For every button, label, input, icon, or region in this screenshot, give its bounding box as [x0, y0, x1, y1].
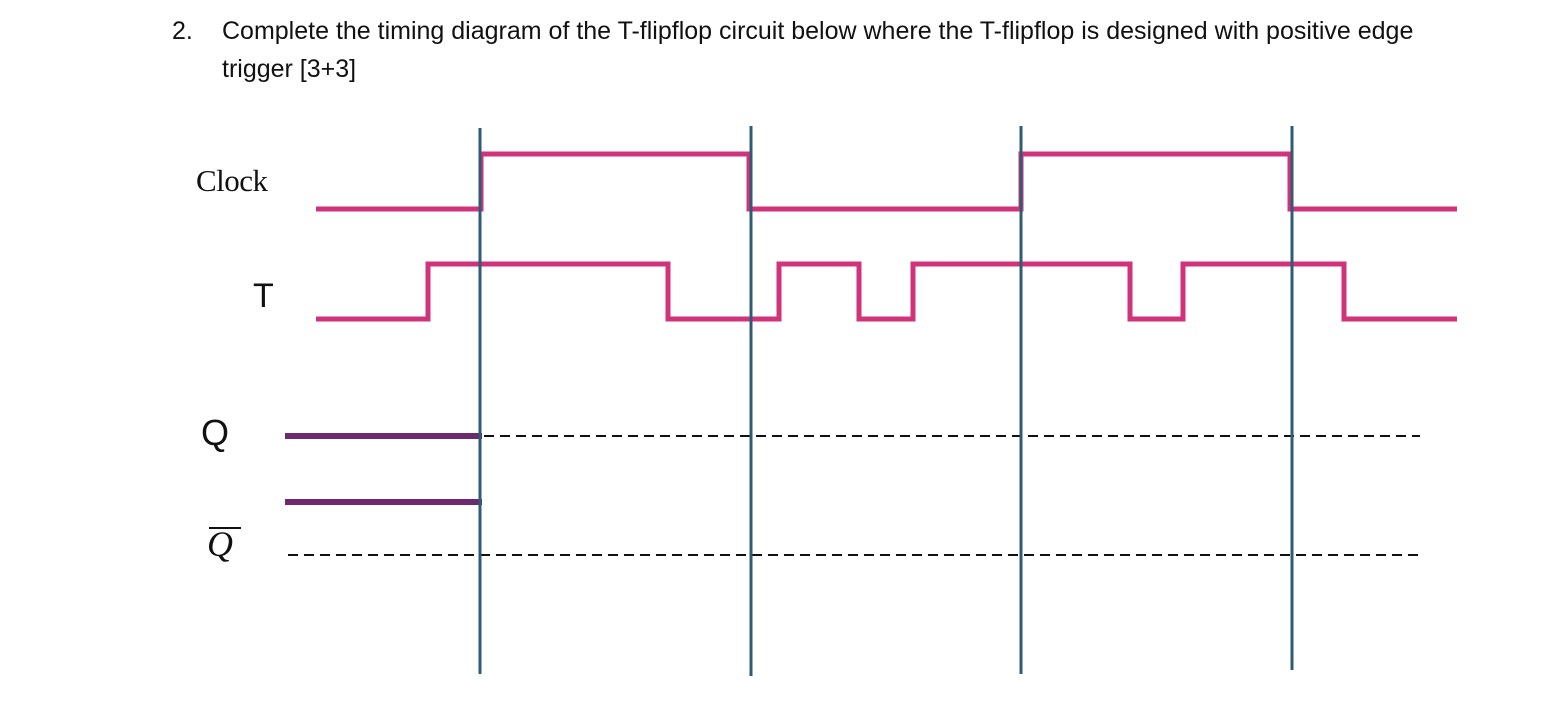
t-label: T: [253, 277, 274, 315]
question-text: Complete the timing diagram of the T-fli…: [222, 17, 1414, 83]
q-label: Q: [201, 412, 230, 453]
clock-waveform: [316, 151, 1457, 212]
q-bar-label: Q: [207, 524, 233, 564]
clock-label: Clock: [196, 163, 268, 198]
waveforms: [285, 151, 1457, 505]
question-number: 2.: [172, 17, 193, 45]
q-bar-overline: [209, 527, 241, 529]
clock-edge-markers: [478, 126, 1294, 676]
guide-lines: [288, 435, 1420, 556]
t-waveform: [316, 261, 1457, 322]
